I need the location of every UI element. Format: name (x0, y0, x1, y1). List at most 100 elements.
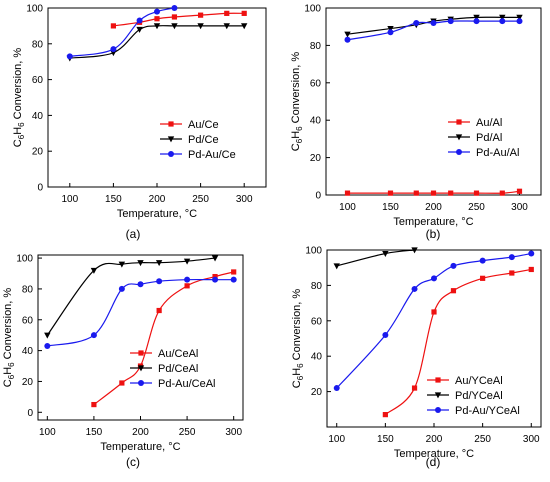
legend-entry: Au/CeAl (158, 348, 198, 360)
data-point-1 (211, 255, 219, 262)
y-tick-label: 40 (32, 111, 44, 122)
legend-entry: Pd/Al (476, 132, 502, 144)
data-point-0 (156, 307, 162, 314)
data-point-0 (431, 309, 437, 315)
data-point-2 (473, 18, 480, 25)
y-axis-label-part: C (291, 380, 303, 388)
data-point-2 (430, 19, 437, 26)
x-tick-label: 300 (523, 434, 540, 445)
data-point-0 (413, 190, 419, 196)
x-tick-label: 200 (149, 194, 166, 205)
data-point-2 (66, 53, 73, 60)
data-point-0 (499, 190, 505, 196)
y-axis-label-part: H (290, 131, 302, 139)
data-point-1 (382, 250, 389, 257)
y-axis-label: C6H6 Conversion, % (12, 48, 26, 148)
x-tick-label: 100 (339, 202, 356, 213)
data-point-1 (241, 23, 248, 30)
y-axis-label-part: C (290, 143, 302, 151)
y-tick-label: 20 (22, 377, 34, 388)
legend-marker (456, 119, 462, 125)
x-tick-label: 100 (39, 427, 56, 438)
data-point-1 (118, 261, 126, 268)
legend-marker (138, 380, 144, 386)
y-tick-label: 0 (27, 408, 33, 419)
data-point-2 (450, 262, 457, 269)
legend-marker (168, 151, 174, 157)
data-point-0 (516, 188, 523, 194)
data-point-1 (136, 26, 143, 33)
data-point-0 (448, 190, 454, 196)
y-axis-label-part: 6 (295, 126, 304, 131)
data-point-0 (387, 190, 394, 196)
data-point-2 (184, 276, 191, 283)
x-tick-label: 100 (328, 434, 345, 445)
panel-label: (d) (426, 455, 441, 469)
data-point-0 (450, 288, 457, 294)
legend-entry: Au/YCeAl (455, 375, 503, 387)
plot-frame (325, 7, 542, 196)
y-tick-label: 20 (32, 147, 44, 158)
y-tick-label: 100 (26, 4, 43, 15)
legend-entry: Pd/CeAl (158, 363, 198, 375)
x-tick-label: 200 (426, 434, 443, 445)
data-point-2 (118, 285, 125, 292)
y-tick-label: 20 (310, 153, 322, 164)
x-tick-label: 300 (511, 202, 528, 213)
y-axis-label-part: H (12, 127, 24, 135)
x-axis-label: Temperature, °C (394, 448, 474, 460)
y-axis-label-part: Conversion, % (2, 288, 14, 363)
y-tick-label: 100 (16, 254, 33, 265)
data-point-2 (528, 250, 535, 257)
y-axis-label-part: Conversion, % (290, 52, 302, 127)
data-point-1 (171, 23, 178, 30)
data-point-1 (155, 260, 163, 267)
y-tick-label: 100 (305, 246, 322, 257)
legend-entry: Pd-Au/Al (476, 147, 519, 159)
y-axis-label-part: Conversion, % (12, 48, 24, 123)
y-tick-label: 40 (310, 116, 322, 127)
data-point-1 (333, 263, 340, 270)
data-point-2 (431, 275, 437, 282)
legend-marker (435, 377, 441, 383)
data-point-2 (90, 332, 97, 339)
data-point-2 (499, 18, 506, 25)
x-tick-label: 200 (132, 427, 149, 438)
legend-entry: Au/Al (476, 117, 502, 129)
legend-marker (137, 365, 145, 372)
x-tick-label: 250 (179, 427, 196, 438)
series-line-2 (336, 252, 532, 389)
legend-entry: Au/Ce (188, 119, 219, 131)
y-tick-label: 80 (311, 281, 323, 292)
y-tick-label: 80 (32, 39, 44, 50)
data-point-2 (411, 285, 418, 292)
series-line-1 (336, 249, 415, 267)
legend-marker (435, 407, 441, 413)
data-point-1 (387, 25, 394, 32)
data-point-0 (231, 269, 237, 275)
series-line-1 (69, 25, 245, 59)
y-tick-label: 40 (22, 346, 34, 357)
y-tick-label: 60 (22, 315, 34, 326)
data-point-2 (154, 8, 160, 15)
x-tick-label: 200 (425, 202, 442, 213)
chart-panel-2: 100 150 200 250 300 0 20 40 60 80 100 Temperature, … (2, 254, 244, 469)
legend-entry: Pd-Au/Ce (188, 149, 236, 161)
y-tick-label: 60 (32, 75, 44, 86)
x-tick-label: 250 (474, 434, 491, 445)
y-axis-label-part: Conversion, % (291, 289, 303, 364)
series-line-2 (47, 278, 234, 347)
data-point-1 (473, 14, 480, 21)
y-axis-label: C6H6 Conversion, % (290, 52, 304, 152)
y-tick-label: 0 (315, 191, 321, 202)
x-tick-label: 150 (86, 427, 103, 438)
data-point-0 (241, 10, 247, 16)
x-tick-label: 150 (377, 434, 394, 445)
legend-marker (168, 121, 174, 127)
legend-entry: Pd/Ce (188, 134, 219, 146)
data-point-2 (44, 342, 51, 349)
data-point-0 (509, 270, 515, 276)
x-tick-label: 250 (468, 202, 485, 213)
y-axis-label-part: H (2, 367, 14, 375)
chart-panel-1: 100 150 200 250 300 0 20 40 60 80 100 Temperature, … (290, 4, 542, 241)
